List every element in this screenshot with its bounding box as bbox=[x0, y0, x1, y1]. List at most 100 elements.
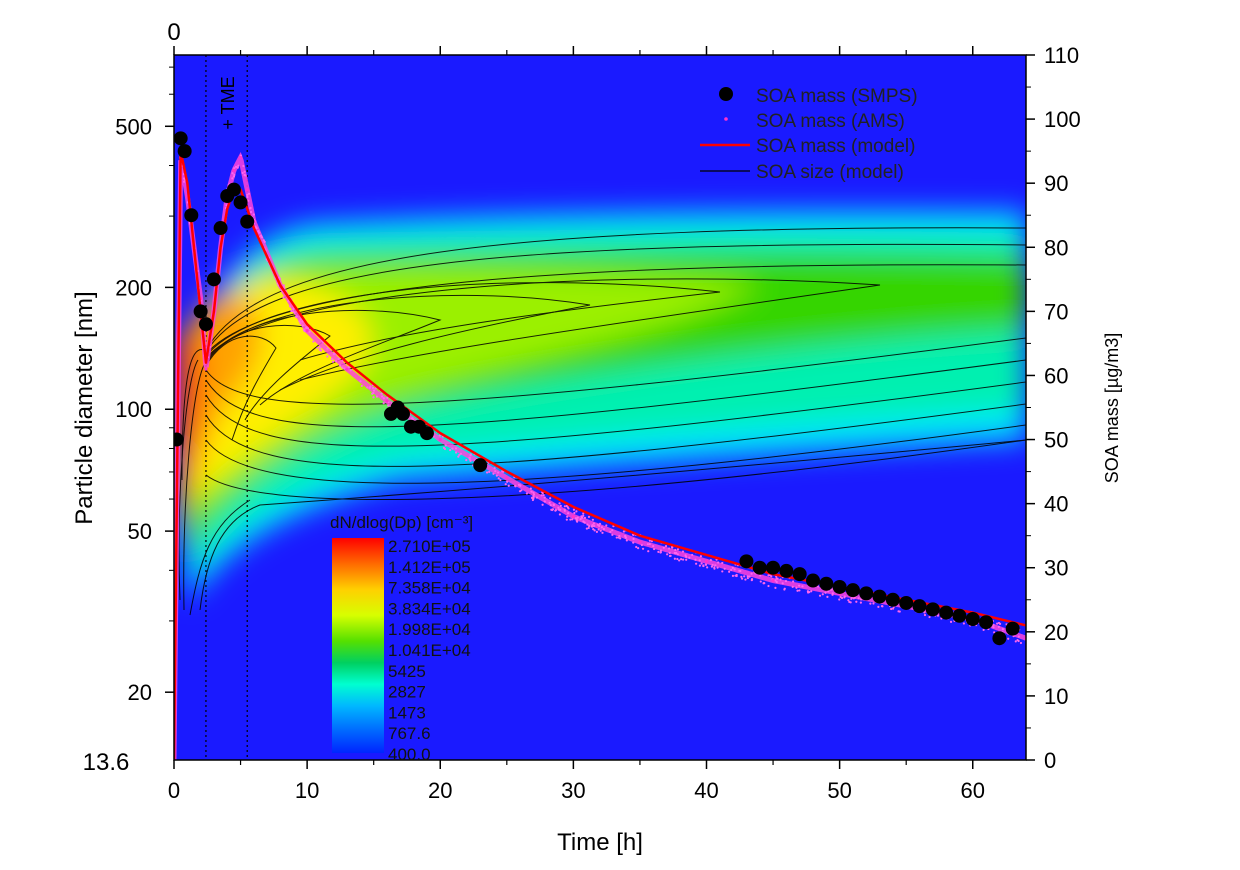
x-tick-label: 20 bbox=[428, 778, 452, 803]
ams-point bbox=[801, 585, 804, 588]
colorbar-label: 7.358E+04 bbox=[388, 579, 471, 598]
ams-point bbox=[372, 389, 376, 392]
ams-point bbox=[349, 369, 352, 372]
contour-level-orange bbox=[176, 293, 262, 520]
ams-point bbox=[781, 582, 784, 585]
size-contour-line bbox=[205, 381, 1026, 447]
ams-point bbox=[572, 508, 576, 511]
ams-point bbox=[366, 386, 369, 389]
ams-point bbox=[659, 549, 663, 552]
ams-point bbox=[821, 593, 824, 596]
smps-point bbox=[1005, 621, 1020, 636]
ams-point bbox=[293, 311, 296, 315]
y-axis-left: 20 50 100 200 500 bbox=[115, 66, 174, 705]
ams-point bbox=[798, 589, 801, 592]
ams-point bbox=[231, 172, 234, 175]
ams-point bbox=[182, 177, 186, 180]
ams-point bbox=[360, 384, 363, 387]
ams-point bbox=[249, 210, 253, 214]
ams-point bbox=[183, 180, 186, 183]
ams-point bbox=[246, 193, 249, 197]
ams-point bbox=[891, 607, 895, 610]
ams-point bbox=[287, 300, 290, 303]
ams-point bbox=[632, 537, 635, 541]
tme-annotation: + TME bbox=[218, 76, 238, 129]
ams-point bbox=[501, 470, 504, 473]
smps-point bbox=[965, 612, 980, 626]
ams-point bbox=[442, 446, 446, 449]
ams-point bbox=[733, 568, 736, 571]
smps-point bbox=[213, 221, 228, 236]
ams-point bbox=[816, 585, 820, 588]
x-axis-title: Time [h] bbox=[557, 829, 643, 856]
ams-point bbox=[859, 598, 863, 601]
ams-point bbox=[579, 517, 582, 521]
ams-point bbox=[855, 600, 858, 603]
ams-point bbox=[242, 164, 245, 168]
x-tick-label: 10 bbox=[295, 778, 319, 803]
ams-point bbox=[301, 324, 304, 327]
ams-point bbox=[587, 515, 591, 518]
ams-point bbox=[609, 530, 612, 534]
ams-point bbox=[723, 567, 726, 570]
ams-point bbox=[532, 491, 535, 494]
ams-point bbox=[299, 322, 302, 325]
smps-point bbox=[226, 182, 241, 197]
ams-point bbox=[704, 563, 707, 566]
y-right-tick-label: 110 bbox=[1044, 43, 1079, 68]
ams-point bbox=[1014, 640, 1017, 643]
ams-point bbox=[759, 580, 762, 583]
ams-point bbox=[458, 453, 461, 457]
ams-point bbox=[595, 530, 599, 533]
ams-point bbox=[992, 623, 995, 627]
ams-point bbox=[775, 577, 778, 580]
ams-point bbox=[540, 494, 543, 497]
size-contour-line bbox=[181, 349, 205, 481]
colorbar-scale bbox=[332, 538, 384, 753]
legend: SOA mass (SMPS) SOA mass (AMS) SOA mass … bbox=[700, 86, 918, 183]
y-axis-right-title: SOA mass [µg/m3] bbox=[1102, 333, 1122, 483]
ams-point bbox=[582, 512, 585, 515]
y-right-tick-label: 70 bbox=[1044, 299, 1068, 324]
ams-point bbox=[641, 547, 645, 550]
ams-data-point bbox=[385, 399, 389, 403]
ams-point bbox=[535, 496, 539, 499]
smps-point bbox=[859, 586, 874, 601]
ams-point bbox=[255, 226, 258, 230]
ams-point bbox=[791, 585, 794, 588]
ams-point bbox=[465, 459, 468, 462]
ams-point bbox=[673, 557, 676, 560]
ams-point bbox=[611, 533, 614, 536]
ams-point bbox=[454, 451, 458, 454]
ams-point bbox=[371, 386, 375, 390]
ams-point bbox=[582, 514, 585, 517]
ams-point bbox=[982, 628, 985, 632]
ams-point bbox=[504, 483, 507, 486]
ams-point bbox=[343, 367, 346, 370]
ams-point bbox=[859, 601, 862, 604]
ams-point bbox=[341, 366, 344, 369]
ams-point bbox=[783, 587, 786, 590]
plot-area bbox=[174, 55, 1026, 760]
ams-point bbox=[339, 364, 342, 367]
ams-point bbox=[818, 594, 822, 597]
ams-point bbox=[558, 508, 561, 511]
ams-point bbox=[326, 355, 329, 358]
ams-point bbox=[923, 611, 926, 614]
ams-point bbox=[454, 447, 458, 450]
ams-point bbox=[234, 165, 238, 168]
ams-point bbox=[936, 614, 940, 617]
ams-point bbox=[319, 346, 322, 349]
ams-point bbox=[688, 556, 691, 559]
ams-point bbox=[624, 535, 627, 538]
y-right-tick-label: 30 bbox=[1044, 556, 1068, 581]
ams-point bbox=[326, 347, 329, 350]
ams-point bbox=[849, 601, 852, 604]
x-axis-top bbox=[173, 46, 974, 55]
ams-point bbox=[739, 569, 742, 573]
ams-point bbox=[640, 543, 643, 547]
colorbar-label: 1.412E+05 bbox=[388, 558, 471, 577]
ams-point bbox=[611, 529, 614, 532]
ams-point bbox=[552, 503, 555, 506]
ams-point bbox=[897, 610, 900, 613]
